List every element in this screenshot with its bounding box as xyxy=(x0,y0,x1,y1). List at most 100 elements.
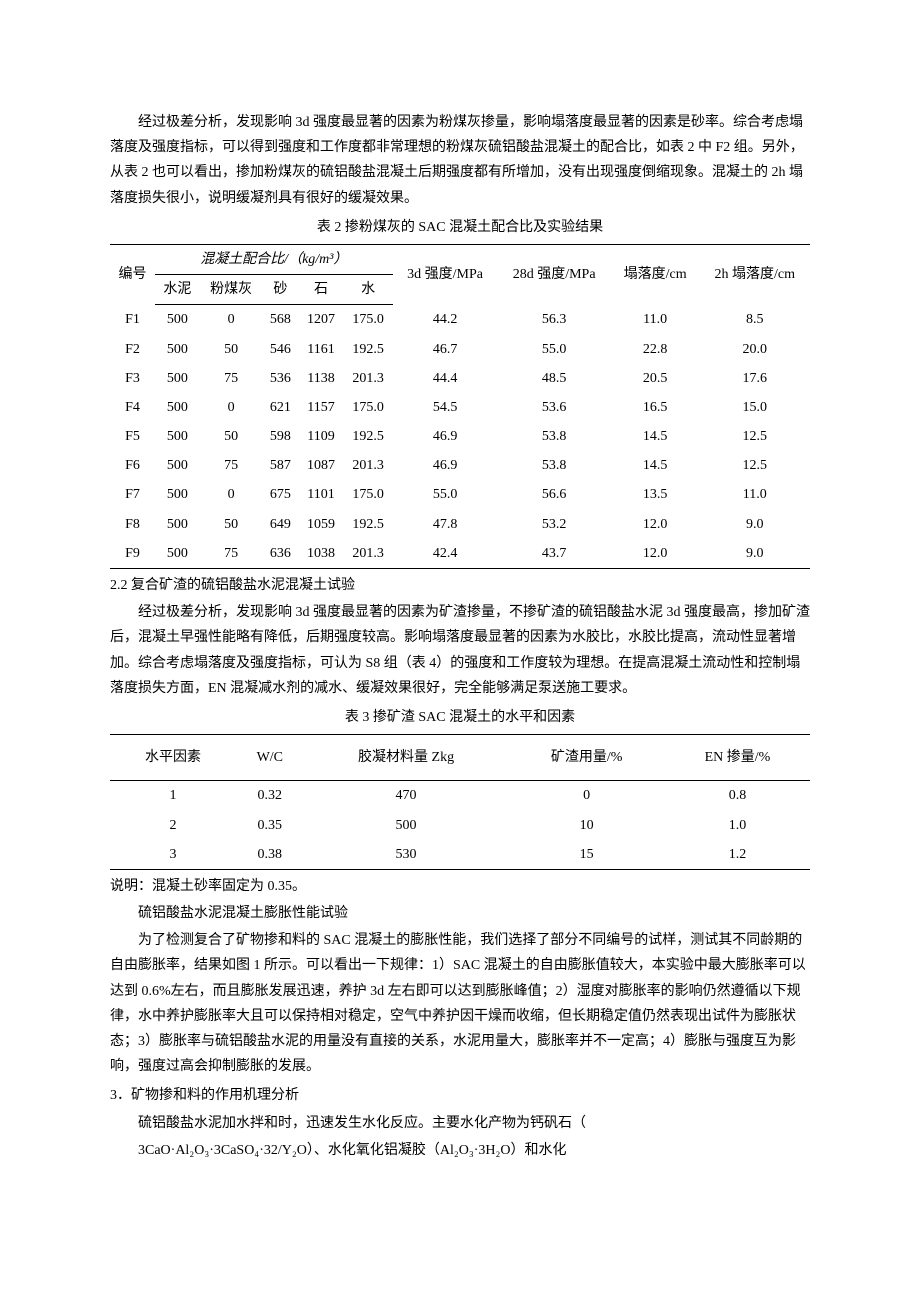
table-cell: 12.5 xyxy=(699,422,810,451)
table-cell: 500 xyxy=(304,811,509,840)
table-cell: F2 xyxy=(110,335,155,364)
table-cell: 20.0 xyxy=(699,335,810,364)
th-mix: 混凝土配合比/（kg/m³） xyxy=(155,244,393,274)
table-cell: 12.0 xyxy=(611,539,700,569)
th-slump: 塌落度/cm xyxy=(611,244,700,304)
table-cell: 17.6 xyxy=(699,364,810,393)
table-cell: 0.8 xyxy=(665,781,810,811)
table-cell: 55.0 xyxy=(497,335,610,364)
th-water: 水 xyxy=(343,275,392,305)
table-cell: 46.9 xyxy=(393,451,498,480)
table-row: F3500755361138201.344.448.520.517.6 xyxy=(110,364,810,393)
table-row: F5500505981109192.546.953.814.512.5 xyxy=(110,422,810,451)
table3-caption: 表 3 掺矿渣 SAC 混凝土的水平和因素 xyxy=(110,705,810,730)
section-2-2: 2.2 复合矿渣的硫铝酸盐水泥混凝土试验 xyxy=(110,573,810,598)
table-cell: 1 xyxy=(110,781,236,811)
table-cell: F1 xyxy=(110,305,155,335)
table-cell: 12.0 xyxy=(611,510,700,539)
table-row: 30.38530151.2 xyxy=(110,840,810,870)
table-cell: 44.4 xyxy=(393,364,498,393)
table-cell: 15 xyxy=(508,840,665,870)
th-sand: 砂 xyxy=(262,275,298,305)
table-row: F6500755871087201.346.953.814.512.5 xyxy=(110,451,810,480)
table-cell: 500 xyxy=(155,451,200,480)
table-cell: 636 xyxy=(262,539,298,569)
paragraph-3: 为了检测复合了矿物掺和料的 SAC 混凝土的膨胀性能，我们选择了部分不同编号的试… xyxy=(110,928,810,1079)
table-cell: 42.4 xyxy=(393,539,498,569)
table-cell: 9.0 xyxy=(699,510,810,539)
table-cell: F9 xyxy=(110,539,155,569)
table-cell: 0 xyxy=(200,480,262,509)
table-cell: 0.35 xyxy=(236,811,304,840)
table-cell: 53.6 xyxy=(497,393,610,422)
table-cell: F3 xyxy=(110,364,155,393)
table-cell: 500 xyxy=(155,539,200,569)
section-3: 3．矿物掺和料的作用机理分析 xyxy=(110,1083,810,1108)
table-cell: 44.2 xyxy=(393,305,498,335)
table-cell: 8.5 xyxy=(699,305,810,335)
table-cell: 175.0 xyxy=(343,480,392,509)
table-cell: 1059 xyxy=(299,510,344,539)
table-cell: 192.5 xyxy=(343,510,392,539)
table-cell: 50 xyxy=(200,335,262,364)
th-flyash: 粉煤灰 xyxy=(200,275,262,305)
table-cell: 1038 xyxy=(299,539,344,569)
table-cell: 500 xyxy=(155,510,200,539)
th-2h: 2h 塌落度/cm xyxy=(699,244,810,304)
table-cell: 500 xyxy=(155,335,200,364)
table-cell: 1207 xyxy=(299,305,344,335)
table-cell: 1.0 xyxy=(665,811,810,840)
table-cell: 568 xyxy=(262,305,298,335)
table-cell: 192.5 xyxy=(343,422,392,451)
table-cell: 0.38 xyxy=(236,840,304,870)
table-cell: 53.2 xyxy=(497,510,610,539)
paragraph-2: 经过极差分析，发现影响 3d 强度最显著的因素为矿渣掺量，不掺矿渣的硫铝酸盐水泥… xyxy=(110,600,810,701)
table-cell: 11.0 xyxy=(699,480,810,509)
table-cell: 47.8 xyxy=(393,510,498,539)
table-cell: F8 xyxy=(110,510,155,539)
th-28d: 28d 强度/MPa xyxy=(497,244,610,304)
table-cell: 500 xyxy=(155,393,200,422)
table-cell: 0 xyxy=(200,305,262,335)
table-cell: 1157 xyxy=(299,393,344,422)
table-cell: 2 xyxy=(110,811,236,840)
table-cell: 50 xyxy=(200,510,262,539)
table-cell: 50 xyxy=(200,422,262,451)
table-cell: 1138 xyxy=(299,364,344,393)
table-cell: 11.0 xyxy=(611,305,700,335)
table-cell: 20.5 xyxy=(611,364,700,393)
table-cell: 75 xyxy=(200,364,262,393)
table3-note: 说明：混凝土砂率固定为 0.35。 xyxy=(110,874,810,899)
t3-h1: 水平因素 xyxy=(110,735,236,781)
paragraph-1: 经过极差分析，发现影响 3d 强度最显著的因素为粉煤灰掺量，影响塌落度最显著的因… xyxy=(110,110,810,211)
table-cell: 201.3 xyxy=(343,364,392,393)
th-no: 编号 xyxy=(110,244,155,304)
table-cell: 15.0 xyxy=(699,393,810,422)
t3-h5: EN 掺量/% xyxy=(665,735,810,781)
table-cell: 1161 xyxy=(299,335,344,364)
table-row: 20.35500101.0 xyxy=(110,811,810,840)
table-cell: 43.7 xyxy=(497,539,610,569)
table-cell: 14.5 xyxy=(611,451,700,480)
table-cell: 54.5 xyxy=(393,393,498,422)
table-cell: 530 xyxy=(304,840,509,870)
table-cell: 1087 xyxy=(299,451,344,480)
paragraph-4b: 3CaO·Al₂O₃·3CaSO₄·32/Y₂O）、水化氧化铝凝胶（Al₂O₃·… xyxy=(110,1138,810,1163)
th-3d: 3d 强度/MPa xyxy=(393,244,498,304)
table-row: F8500506491059192.547.853.212.09.0 xyxy=(110,510,810,539)
table-cell: F4 xyxy=(110,393,155,422)
table3: 水平因素 W/C 胶凝材料量 Zkg 矿渣用量/% EN 掺量/% 10.324… xyxy=(110,734,810,870)
table-cell: 56.6 xyxy=(497,480,610,509)
paragraph-4a: 硫铝酸盐水泥加水拌和时，迅速发生水化反应。主要水化产物为钙矾石（ xyxy=(110,1111,810,1136)
table-cell: 201.3 xyxy=(343,451,392,480)
table-cell: 10 xyxy=(508,811,665,840)
table-cell: 75 xyxy=(200,539,262,569)
table-cell: 470 xyxy=(304,781,509,811)
t3-h2: W/C xyxy=(236,735,304,781)
table-row: F750006751101175.055.056.613.511.0 xyxy=(110,480,810,509)
table-cell: 3 xyxy=(110,840,236,870)
table-cell: 500 xyxy=(155,480,200,509)
table-cell: 46.7 xyxy=(393,335,498,364)
table-cell: 0 xyxy=(508,781,665,811)
table-cell: 1109 xyxy=(299,422,344,451)
